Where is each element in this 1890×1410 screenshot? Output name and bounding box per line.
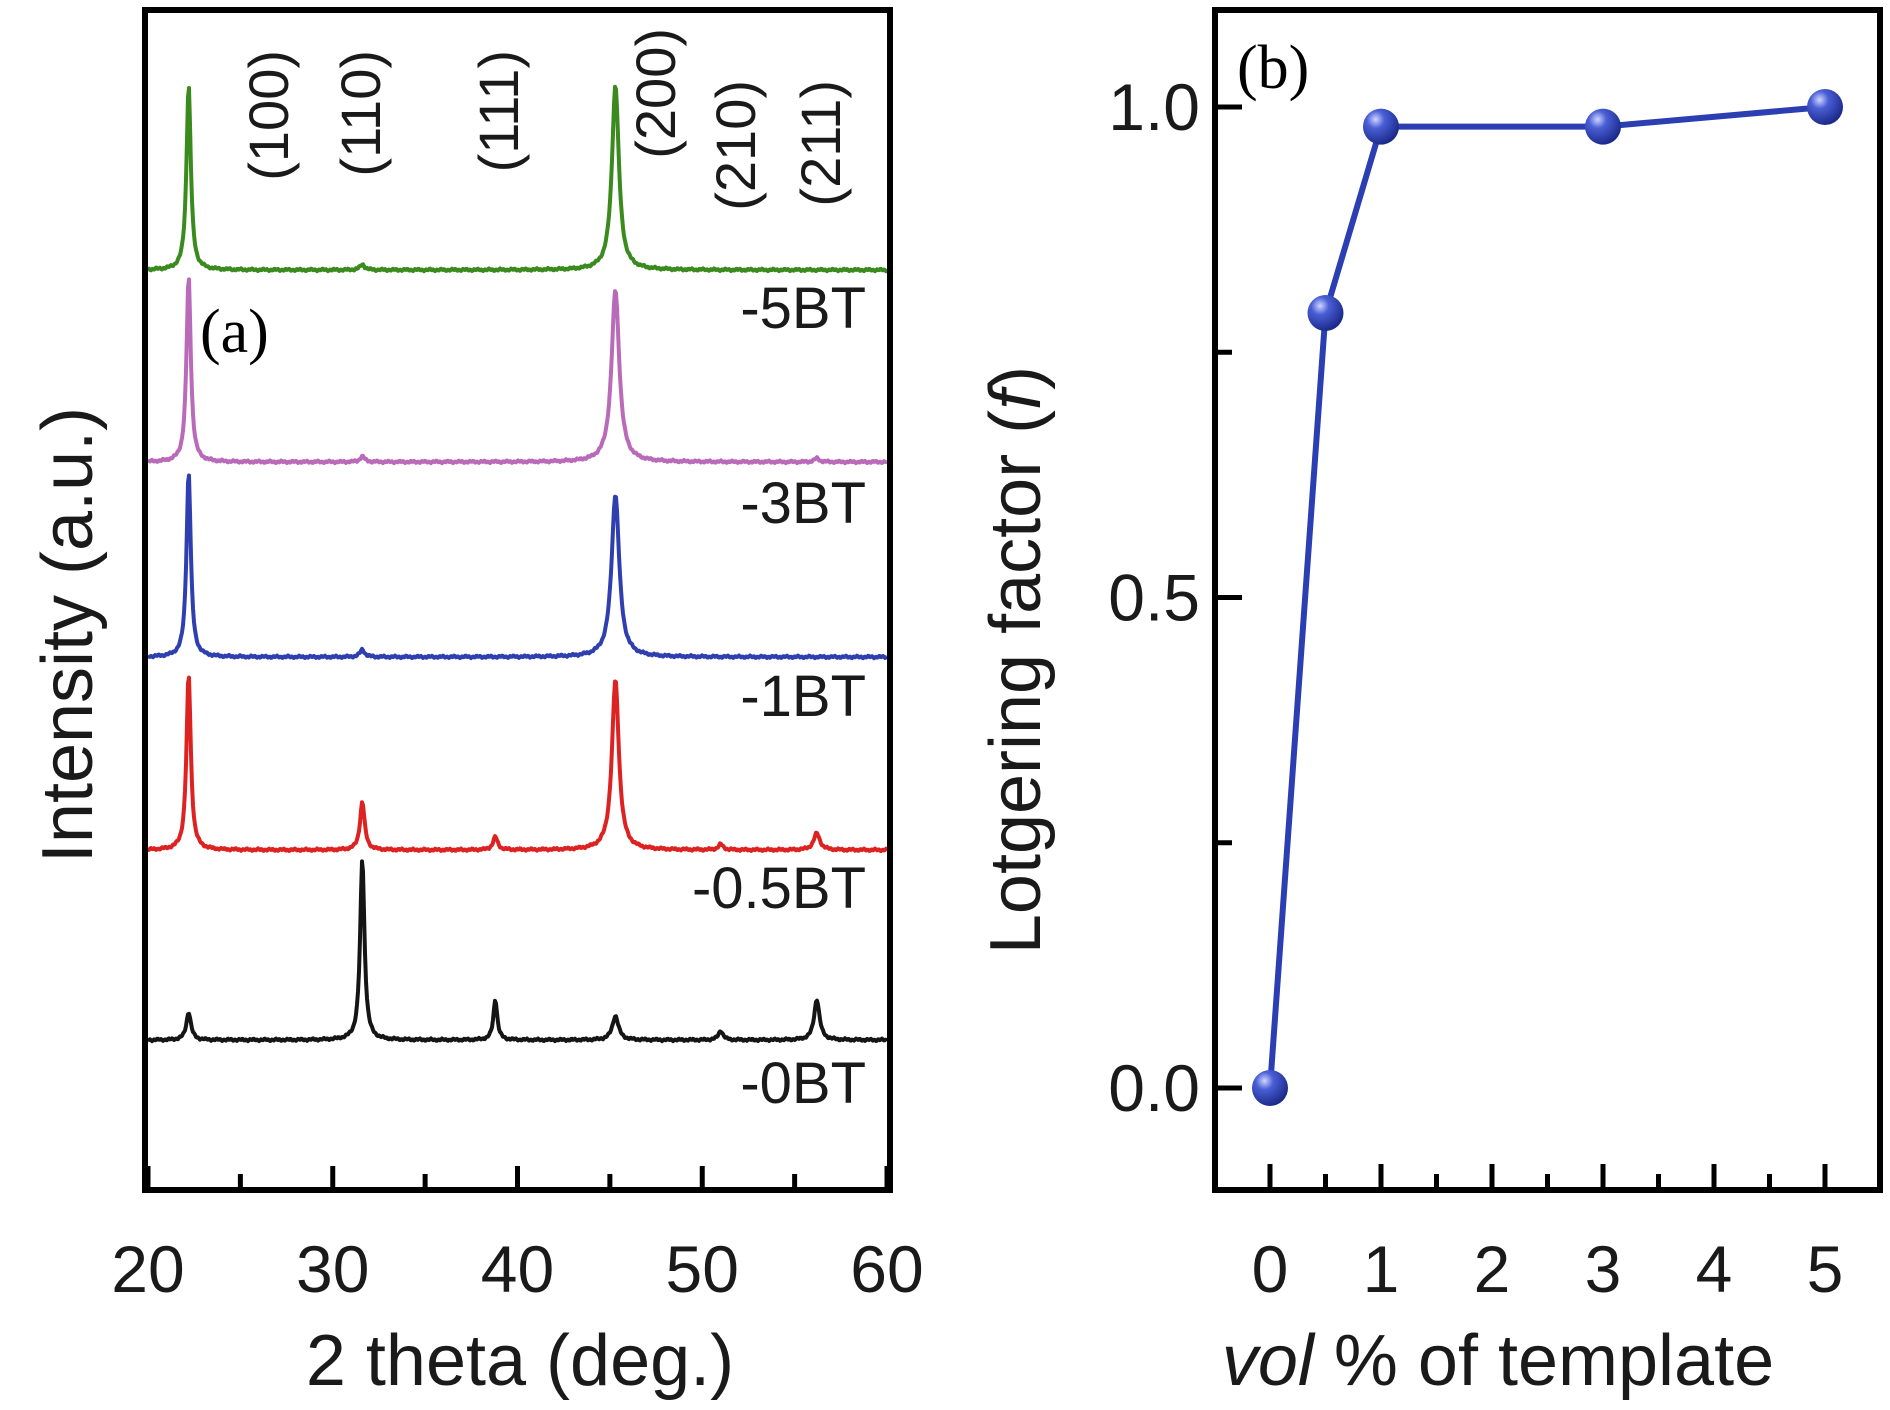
lotgering-series: [1252, 89, 1843, 1106]
x-tick-label-a: 40: [481, 1232, 554, 1306]
data-point: [1252, 1070, 1288, 1106]
hkl-label: (200): [624, 28, 687, 159]
y-tick-label-b: 0.0: [1108, 1051, 1200, 1125]
x-ticks-a: 20 30 40 50 60: [111, 1166, 924, 1306]
xrd-traces: [146, 84, 889, 1044]
trace-3BT: [147, 277, 889, 466]
hkl-label: (100): [237, 50, 300, 181]
x-tick-label-b: 4: [1696, 1232, 1733, 1306]
data-point: [1807, 89, 1843, 125]
plot-frame-a: [142, 7, 893, 1193]
y-axis-title-b: Lotgering factor (f): [976, 366, 1056, 954]
series-label-5BT: -5BT: [740, 276, 866, 341]
x-axis-title-a: 2 theta (deg.): [306, 1321, 734, 1401]
y-axis-title-b-main: Lotgering factor (: [976, 410, 1056, 954]
data-point: [1363, 108, 1399, 145]
x-axis-title-b-italic: vol: [1222, 1321, 1316, 1401]
x-tick-label-b: 3: [1585, 1232, 1622, 1306]
x-tick-label-a: 60: [850, 1232, 923, 1306]
x-tick-label-b: 1: [1363, 1232, 1400, 1306]
panel-a: (100) (110) (111) (200) (210) (211) -5BT-3BT-…: [28, 7, 924, 1401]
x-tick-label-b: 5: [1807, 1232, 1844, 1306]
x-tick-label-a: 50: [666, 1232, 739, 1306]
y-tick-label-b: 1.0: [1108, 70, 1200, 144]
panel-label-a: (a): [200, 298, 269, 366]
series-labels: -5BT -3BT -1BT -0.5BT -0BT: [692, 276, 866, 1116]
data-point: [1585, 108, 1621, 145]
y-axis-title-a: Intensity (a.u.): [28, 407, 108, 863]
lotgering-line: [1267, 104, 1826, 1089]
hkl-label: (111): [467, 50, 530, 172]
y-axis-title-b-close: ): [976, 366, 1056, 390]
hkl-labels: (100) (110) (111) (200) (210) (211): [237, 28, 852, 211]
panel-label-b: (b): [1237, 34, 1309, 102]
x-tick-label-a: 30: [296, 1232, 369, 1306]
trace-05BT: [147, 675, 888, 854]
series-label-05BT: -0.5BT: [692, 856, 866, 921]
trace-1BT: [146, 473, 888, 661]
x-axis-title-b: vol % of template: [1222, 1321, 1774, 1401]
series-label-0BT: -0BT: [740, 1051, 866, 1116]
hkl-label: (110): [329, 50, 392, 177]
x-tick-label-b: 2: [1474, 1232, 1511, 1306]
x-axis-title-b-rest: % of template: [1314, 1321, 1774, 1401]
hkl-label: (211): [789, 80, 852, 207]
panel-b: 0 1 2 3 4 5 0.0 0.5 1.0 (b) vol % of template Lo…: [976, 7, 1883, 1401]
axis-ticks-b: 0 1 2 3 4 5 0.0 0.5 1.0: [1108, 70, 1843, 1306]
data-point: [1307, 295, 1344, 332]
y-tick-label-b: 0.5: [1108, 561, 1200, 635]
trace-0BT: [147, 859, 889, 1044]
x-tick-label-a: 20: [111, 1232, 184, 1306]
series-label-3BT: -3BT: [740, 471, 866, 536]
plot-frame-b: [1212, 7, 1883, 1193]
trace-5BT: [147, 84, 889, 274]
series-label-1BT: -1BT: [740, 664, 866, 729]
x-tick-label-b: 0: [1252, 1232, 1289, 1306]
hkl-label: (210): [704, 80, 767, 211]
